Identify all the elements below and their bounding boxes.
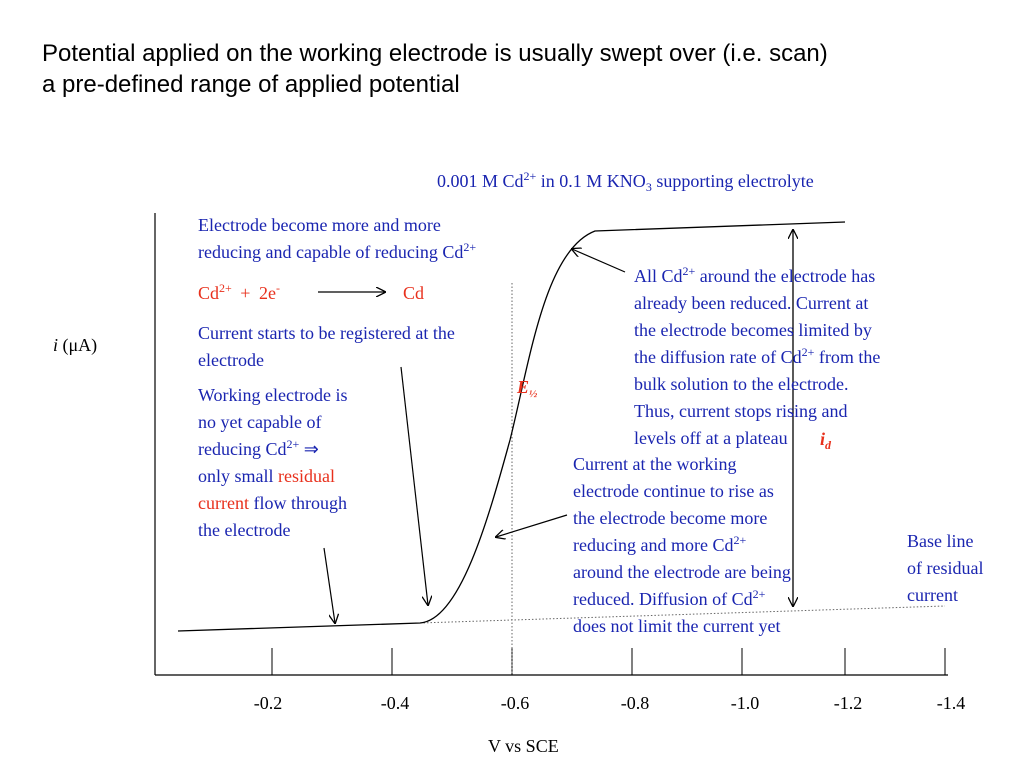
half-wave-symbol: E bbox=[517, 377, 530, 397]
tick-label: -0.6 bbox=[501, 693, 530, 713]
tick-label: -1.2 bbox=[834, 693, 863, 713]
x-axis-label: V vs SCE bbox=[488, 736, 559, 756]
subtitle-text: in 0.1 M KNO bbox=[536, 171, 646, 191]
reaction-reactants: Cd2+ + 2e- bbox=[198, 280, 280, 307]
annotation-sup: 2+ bbox=[682, 264, 696, 278]
annotation-line: Current at the working bbox=[573, 454, 737, 474]
annotation-line: Working electrode is bbox=[198, 385, 348, 405]
tick-label: -0.2 bbox=[254, 693, 283, 713]
reactant: Cd bbox=[198, 283, 220, 303]
pointer-arrow-start bbox=[400, 366, 428, 605]
annotation-line: already been reduced. Current at bbox=[634, 293, 869, 313]
annotation-line: reducing and capable of reducing Cd bbox=[198, 242, 464, 262]
electrons: 2e bbox=[258, 283, 276, 303]
title-line-1: Potential applied on the working electro… bbox=[42, 40, 828, 67]
annotation-sup: 2+ bbox=[752, 587, 766, 601]
annotation-sup: 2+ bbox=[286, 437, 300, 451]
annotation-baseline: Base line of residual current bbox=[907, 528, 983, 609]
residual-highlight: residual bbox=[278, 466, 335, 486]
subtitle-text: supporting electrolyte bbox=[651, 171, 814, 191]
annotation-line: electrode bbox=[198, 350, 264, 370]
y-axis-unit: (μA) bbox=[58, 335, 98, 355]
reaction-plus: + bbox=[240, 283, 251, 303]
reaction-product: Cd bbox=[403, 283, 425, 303]
pointer-arrow-plateau bbox=[572, 249, 626, 273]
tick-label: -1.4 bbox=[937, 693, 966, 713]
pointer-arrow-rise bbox=[496, 514, 568, 537]
annotation-line: bulk solution to the electrode. bbox=[634, 374, 849, 394]
current-highlight: current bbox=[198, 493, 249, 513]
y-axis-var: i bbox=[53, 335, 59, 355]
annotation-line: Electrode become more and more bbox=[198, 215, 441, 235]
half-wave-sub: ½ bbox=[529, 388, 538, 400]
subtitle-sub: 3 bbox=[645, 180, 652, 194]
annotation-line: of residual bbox=[907, 558, 984, 578]
annotation-plateau: All Cd2+ around the electrode has alread… bbox=[634, 263, 880, 452]
electrolyte-subtitle: 0.001 M Cd2+ in 0.1 M KNO3 supporting el… bbox=[437, 168, 814, 195]
annotation-sup: 2+ bbox=[463, 240, 477, 254]
annotation-line: from the bbox=[814, 347, 881, 367]
annotation-line: the diffusion rate of Cd bbox=[634, 347, 802, 367]
annotation-sup: 2+ bbox=[733, 533, 747, 547]
y-axis-label: i (μA) bbox=[53, 332, 97, 359]
slide-title: Potential applied on the working electro… bbox=[42, 38, 1002, 100]
annotation-line: no yet capable of bbox=[198, 412, 322, 432]
annotation-line: Base line bbox=[907, 531, 974, 551]
annotation-line: does not limit the current yet bbox=[573, 616, 781, 636]
baseline-extension bbox=[419, 605, 946, 624]
title-line-2: a pre-defined range of applied potential bbox=[42, 71, 460, 98]
annotation-line: the electrode become more bbox=[573, 508, 768, 528]
tick-label: -0.4 bbox=[381, 693, 410, 713]
annotation-line: Current starts to be registered at the bbox=[198, 323, 455, 343]
tick-label: -1.0 bbox=[731, 693, 760, 713]
annotation-line: the electrode bbox=[198, 520, 291, 540]
annotation-line: reduced. Diffusion of Cd bbox=[573, 589, 753, 609]
electron-charge: - bbox=[275, 281, 280, 295]
annotation-reducing: Electrode become more and more reducing … bbox=[198, 212, 476, 266]
annotation-current-starts: Current starts to be registered at the e… bbox=[198, 320, 455, 374]
annotation-line: around the electrode has bbox=[695, 266, 876, 286]
current-voltage-curve bbox=[177, 221, 846, 632]
reactant-charge: 2+ bbox=[219, 281, 232, 295]
annotation-current-rise: Current at the working electrode continu… bbox=[573, 451, 791, 640]
subtitle-sup: 2+ bbox=[523, 169, 537, 183]
implies-arrow: ⇒ bbox=[303, 439, 319, 459]
annotation-line: flow through bbox=[248, 493, 347, 513]
annotation-line: Thus, current stops rising and bbox=[634, 401, 848, 421]
annotation-line: the electrode becomes limited by bbox=[634, 320, 872, 340]
annotation-line: levels off at a plateau bbox=[634, 428, 788, 448]
annotation-line: electrode continue to rise as bbox=[573, 481, 774, 501]
annotation-line: reducing Cd bbox=[198, 439, 287, 459]
annotation-sup: 2+ bbox=[801, 345, 815, 359]
annotation-line: reducing and more Cd bbox=[573, 535, 734, 555]
id-symbol: i bbox=[820, 429, 826, 449]
annotation-working-electrode: Working electrode is no yet capable of r… bbox=[198, 382, 348, 544]
tick-label: -0.8 bbox=[621, 693, 650, 713]
id-sub: d bbox=[825, 438, 832, 452]
half-wave-potential-label: E½ bbox=[517, 374, 537, 401]
annotation-line: only small bbox=[198, 466, 278, 486]
diffusion-current-label: id bbox=[820, 426, 831, 453]
annotation-line: current bbox=[907, 585, 958, 605]
subtitle-text: 0.001 M Cd bbox=[437, 171, 524, 191]
annotation-line: All Cd bbox=[634, 266, 683, 286]
annotation-line: around the electrode are being bbox=[573, 562, 791, 582]
pointer-arrow-residual bbox=[323, 547, 335, 623]
